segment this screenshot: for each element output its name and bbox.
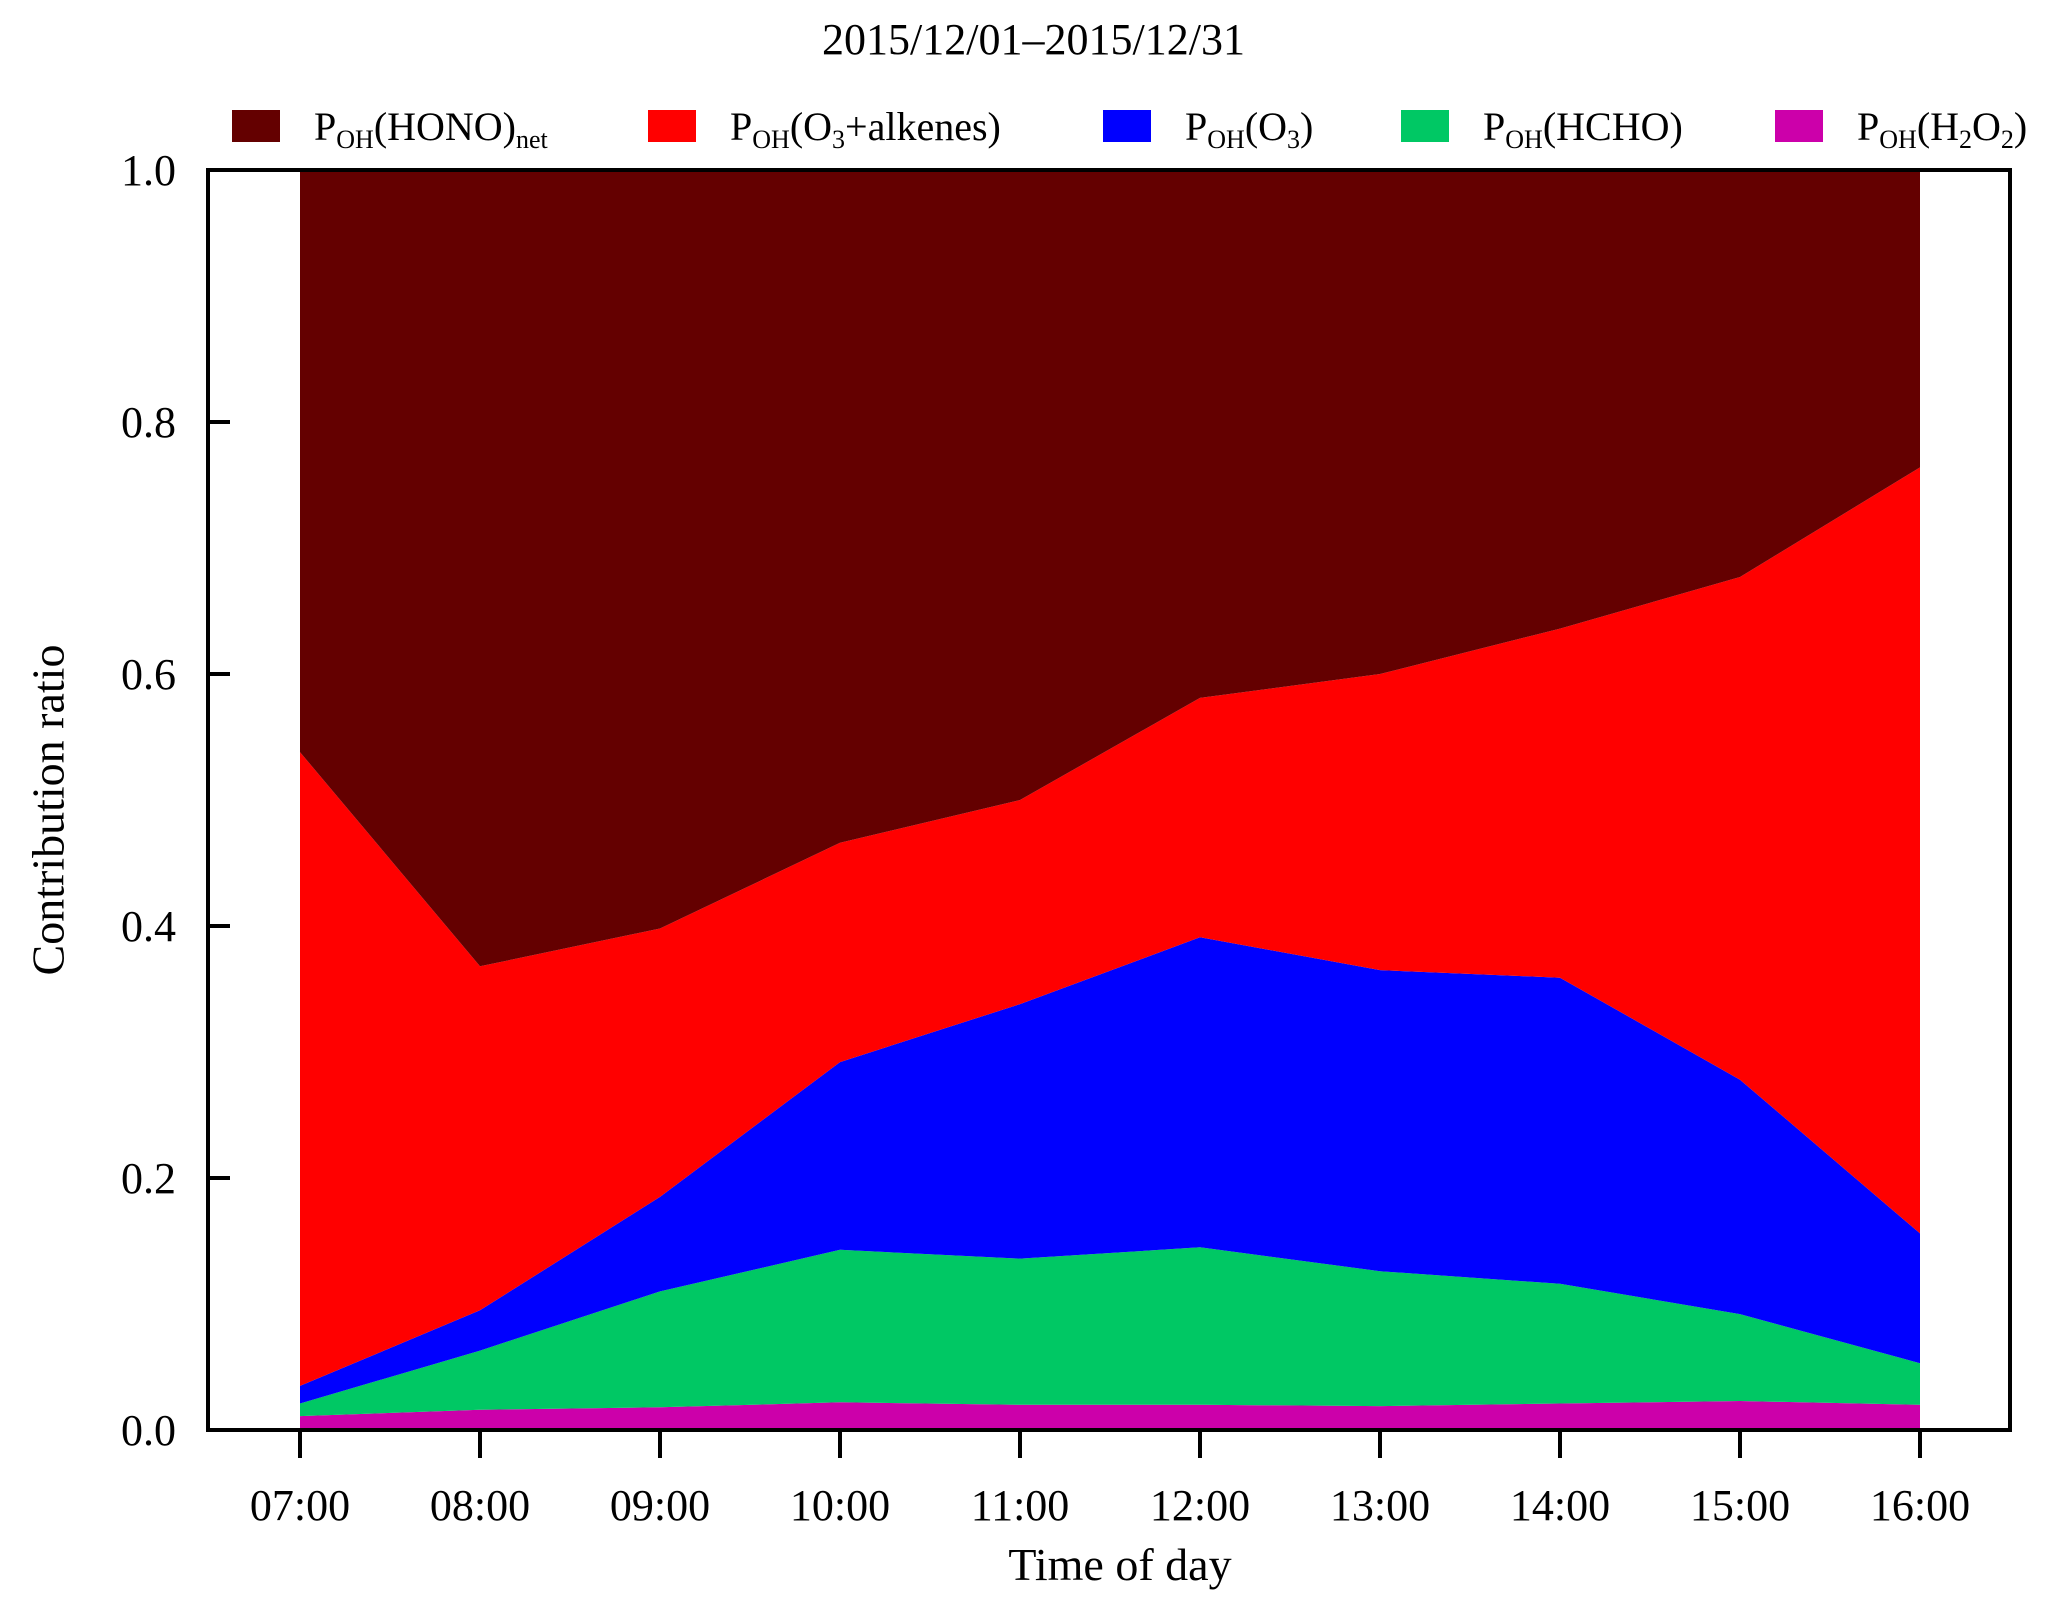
- x-tick-label: 14:00: [1510, 1481, 1610, 1530]
- plot-frame: [206, 168, 2012, 1432]
- y-tick-label: 0.8: [121, 398, 176, 447]
- legend-label-o3-alkenes: POH(O3+alkenes): [730, 103, 1001, 154]
- legend-swatch-hono: [232, 110, 280, 142]
- legend-label-o3: POH(O3): [1185, 103, 1314, 154]
- area-series-2: [300, 937, 1920, 1404]
- x-tick-label: 08:00: [430, 1481, 530, 1530]
- x-axis: 07:00 08:00 09:00 10:00 11:00 12:00 13:00 14:00…: [250, 1430, 1970, 1530]
- y-tick-label: 0.0: [121, 1406, 176, 1455]
- x-tick-label: 13:00: [1330, 1481, 1430, 1530]
- y-tick-label: 0.4: [121, 902, 176, 951]
- legend-label-h2o2: POH(H2O2): [1857, 103, 2028, 154]
- x-axis-label: Time of day: [1008, 1539, 1232, 1590]
- legend-item-hcho: POH(HCHO): [1401, 96, 1683, 156]
- legend-swatch-h2o2: [1775, 110, 1823, 142]
- y-tick-label: 0.2: [121, 1154, 176, 1203]
- legend-item-hono: POH(HONO)net: [232, 96, 548, 156]
- y-axis-label: Contribution ratio: [22, 644, 74, 976]
- area-series-3: [300, 467, 1920, 1386]
- legend-label-hcho: POH(HCHO): [1483, 103, 1683, 154]
- chart-title: 2015/12/01–2015/12/31: [822, 15, 1245, 64]
- area-series-4: [300, 170, 1920, 967]
- x-tick-label: 09:00: [610, 1481, 710, 1530]
- area-series-1: [300, 1247, 1920, 1417]
- legend-swatch-o3: [1103, 110, 1151, 142]
- legend-item-o3: POH(O3): [1103, 96, 1313, 156]
- x-tick-label: 10:00: [790, 1481, 890, 1530]
- legend-item-o3-alkenes: POH(O3+alkenes): [648, 96, 1001, 156]
- y-axis: 0.0 0.2 0.4 0.6 0.8 1.0: [121, 146, 230, 1455]
- legend: POH(HONO)net POH(O3+alkenes) POH(O3) POH…: [0, 96, 2067, 156]
- area-layers: [300, 170, 1920, 1430]
- y-tick-label: 0.6: [121, 650, 176, 699]
- y-tick-label: 1.0: [121, 146, 176, 195]
- legend-swatch-hcho: [1401, 110, 1449, 142]
- x-tick-label: 07:00: [250, 1481, 350, 1530]
- legend-item-h2o2: POH(H2O2): [1775, 96, 2027, 156]
- legend-swatch-o3-alkenes: [648, 110, 696, 142]
- x-tick-label: 11:00: [971, 1481, 1070, 1530]
- x-tick-label: 15:00: [1690, 1481, 1790, 1530]
- x-tick-label: 16:00: [1870, 1481, 1970, 1530]
- legend-label-hono: POH(HONO)net: [314, 103, 548, 154]
- x-tick-label: 12:00: [1150, 1481, 1250, 1530]
- area-series-0: [300, 1401, 1920, 1430]
